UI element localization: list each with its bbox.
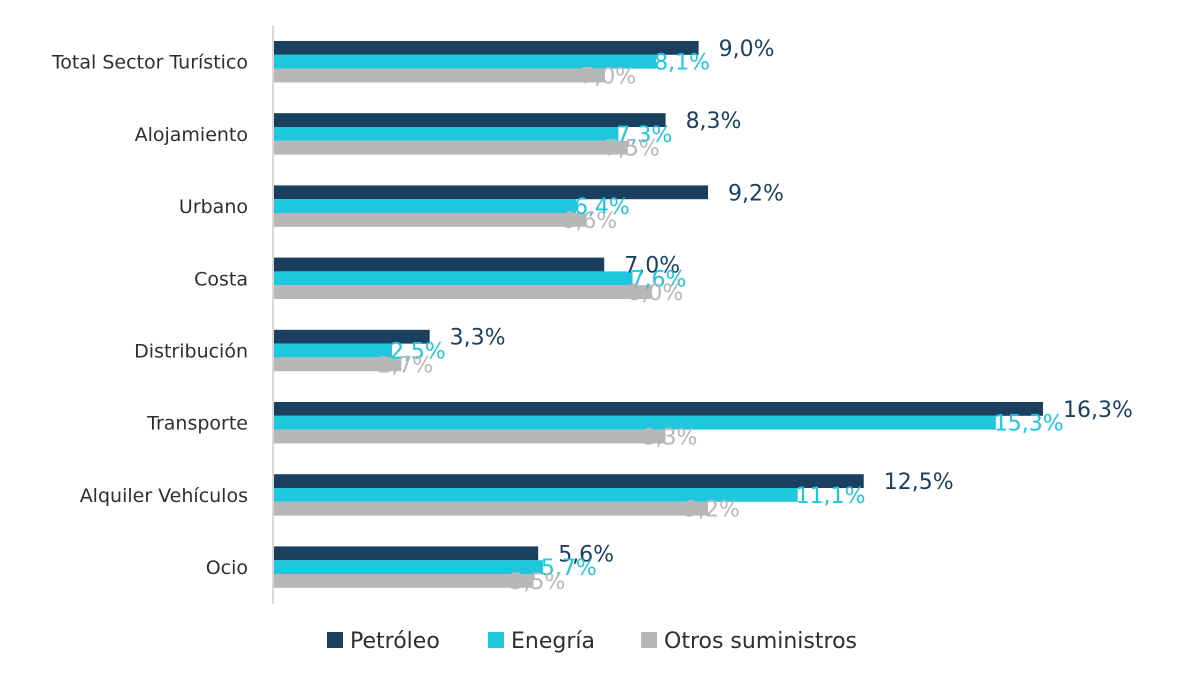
data-label-total-sector-turistico-series-2: 8,1%	[654, 51, 710, 76]
category-label-transporte: Transporte	[146, 413, 248, 435]
bar-costa-series-1	[274, 257, 605, 272]
data-label-transporte-series-1: 16,3%	[1063, 398, 1133, 423]
data-label-ocio-series-1: 5,6%	[558, 542, 614, 567]
legend-swatch-1	[327, 632, 343, 648]
bar-costa-series-3	[274, 285, 652, 299]
data-label-alojamiento-series-3: 7,5%	[604, 137, 660, 162]
data-label-ocio-series-2: 5,7%	[541, 556, 597, 581]
bar-transporte-series-2	[274, 415, 996, 430]
bar-transporte-series-3	[274, 429, 666, 444]
bar-alquiler-vehiculos-series-3	[274, 501, 709, 516]
data-label-transporte-series-3: 8,3%	[642, 426, 698, 451]
data-label-costa-series-2: 7,6%	[631, 267, 687, 292]
category-label-alquiler-vehiculos: Alquiler Vehículos	[80, 485, 248, 507]
data-label-total-sector-turistico-series-1: 9,0%	[719, 37, 775, 62]
data-label-transporte-series-2: 15,3%	[994, 412, 1064, 437]
data-label-total-sector-turistico-series-3: 7,0%	[580, 65, 636, 90]
legend-label-1: Petróleo	[350, 629, 440, 654]
bar-alquiler-vehiculos-series-1	[274, 474, 864, 488]
legend-label-2: Enegría	[511, 629, 595, 654]
category-label-alojamiento: Alojamiento	[135, 124, 248, 146]
category-label-total-sector-turistico: Total Sector Turístico	[51, 52, 248, 74]
data-label-costa-series-1: 7,0%	[624, 254, 680, 279]
category-label-distribucion: Distribución	[134, 341, 248, 363]
bar-total-sector-turistico-series-2	[274, 54, 657, 69]
category-label-costa: Costa	[194, 268, 248, 290]
bar-ocio-series-1	[274, 546, 539, 561]
data-label-urbano-series-1: 9,2%	[728, 181, 784, 206]
data-label-alquiler-vehiculos-series-3: 9,2%	[684, 498, 740, 523]
data-labels: 9,0% 8,1% 7,0% 8,3% 7,3%7,5% 9,2% 6,4%6,6% 7,0%…	[377, 37, 1133, 595]
bar-alojamiento-series-3	[274, 140, 628, 155]
legend-swatch-3	[641, 632, 657, 648]
bar-total-sector-turistico-series-3	[274, 68, 605, 83]
category-labels: Total Sector Turístico Alojamiento Urbano C…	[51, 52, 248, 579]
category-label-urbano: Urbano	[179, 196, 248, 218]
bar-ocio-series-2	[274, 560, 543, 574]
bar-alquiler-vehiculos-series-2	[274, 488, 798, 502]
data-label-alquiler-vehiculos-series-1: 12,5%	[884, 470, 954, 495]
data-label-ocio-series-3: 5,5%	[509, 570, 565, 595]
bar-distribucion-series-3	[274, 357, 402, 372]
bar-urbano-series-1	[274, 185, 709, 200]
data-label-alojamiento-series-1: 8,3%	[686, 109, 742, 134]
bar-urbano-series-2	[274, 199, 576, 213]
data-label-distribucion-series-2: 2,5%	[390, 340, 446, 365]
bar-distribucion-series-2	[274, 343, 392, 358]
bar-distribucion-series-1	[274, 329, 430, 344]
data-label-distribucion-series-3: 2,7%	[377, 353, 433, 378]
data-label-alquiler-vehiculos-series-2: 11,1%	[796, 484, 866, 509]
data-label-distribucion-series-1: 3,3%	[450, 326, 506, 351]
bar-urbano-series-3	[274, 213, 586, 227]
data-label-alojamiento-series-2: 7,3%	[616, 123, 672, 148]
bar-alojamiento-series-2	[274, 127, 619, 141]
legend-label-3: Otros suministros	[664, 629, 857, 654]
bar-costa-series-2	[274, 271, 633, 286]
legend-swatch-2	[488, 632, 504, 648]
data-label-urbano-series-3: 6,6%	[561, 209, 617, 234]
bars-layer	[274, 41, 1043, 588]
data-label-urbano-series-2: 6,4%	[574, 195, 630, 220]
category-label-ocio: Ocio	[206, 557, 248, 579]
bar-alojamiento-series-1	[274, 113, 666, 127]
bar-transporte-series-1	[274, 402, 1043, 416]
bar-ocio-series-3	[274, 574, 534, 588]
legend: Petróleo Enegría Otros suministros	[327, 629, 857, 654]
bar-total-sector-turistico-series-1	[274, 41, 699, 55]
data-label-costa-series-3: 8,0%	[627, 281, 683, 306]
